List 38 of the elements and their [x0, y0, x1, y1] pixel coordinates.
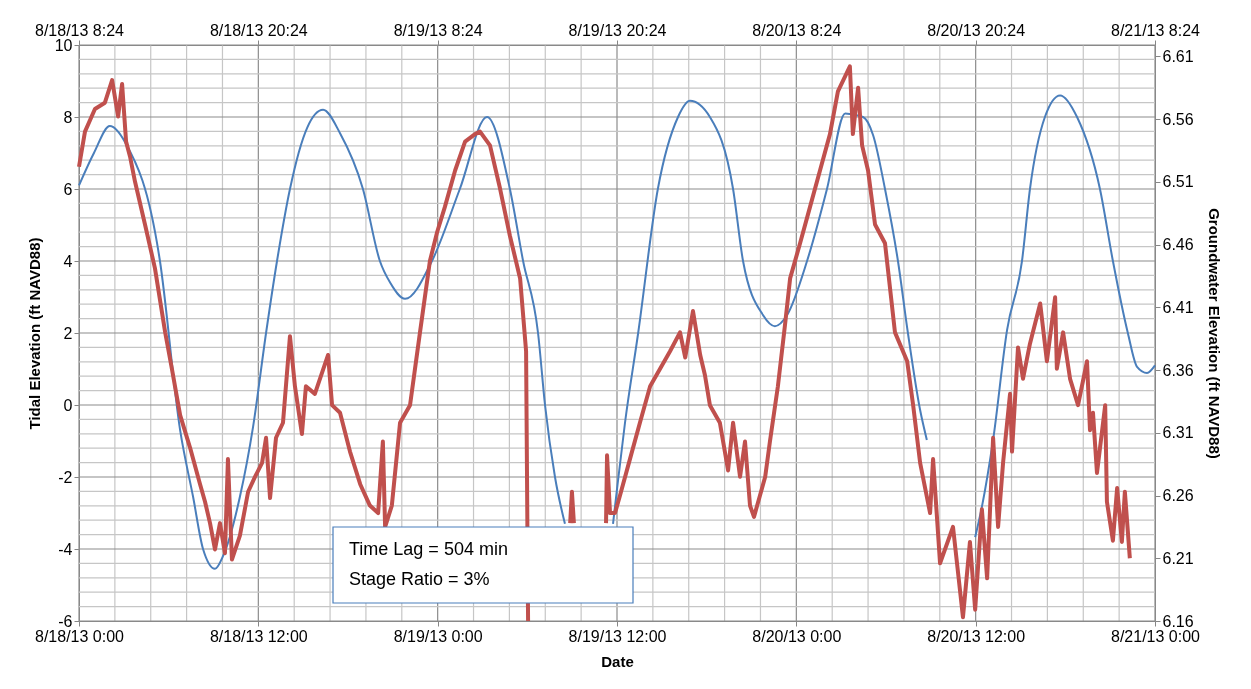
y-tick-label: -4: [58, 540, 73, 558]
y-tick-label: -6: [58, 612, 73, 630]
y2-tick-label: 6.56: [1162, 110, 1194, 128]
y2-tick-label: 6.21: [1162, 549, 1194, 567]
y2-tick-label: 6.51: [1162, 173, 1194, 191]
x-axis-title: Date: [601, 652, 634, 670]
x2-tick-label: 8/21/13 8:24: [1111, 21, 1201, 39]
y-tick-label: 10: [54, 36, 73, 54]
x2-tick-label: 8/20/13 20:24: [927, 21, 1026, 39]
y-tick-label: 2: [63, 324, 73, 342]
y-tick-label: 0: [63, 396, 73, 414]
y-tick-label: -2: [58, 468, 73, 486]
x-tick-label: 8/19/13 0:00: [393, 627, 483, 645]
y2-tick-label: 6.16: [1162, 612, 1194, 630]
y2-tick-label: 6.31: [1162, 424, 1194, 442]
x-tick-label: 8/19/13 12:00: [568, 627, 667, 645]
y2-tick-label: 6.26: [1162, 487, 1194, 505]
x2-tick-label: 8/18/13 20:24: [209, 21, 308, 39]
x-tick-label: 8/18/13 0:00: [35, 627, 125, 645]
annotation: Time Lag = 504 min: [349, 539, 508, 559]
x-tick-label: 8/18/13 12:00: [209, 627, 308, 645]
y-tick-label: 4: [63, 252, 73, 270]
x-tick-label: 8/20/13 0:00: [752, 627, 842, 645]
y2-tick-label: 6.41: [1162, 298, 1194, 316]
x2-tick-label: 8/19/13 8:24: [393, 21, 483, 39]
x-tick-label: 8/20/13 12:00: [927, 627, 1026, 645]
y-tick-label: 6: [63, 180, 73, 198]
x-tick-label: 8/21/13 0:00: [1111, 627, 1201, 645]
y2-tick-label: 6.36: [1162, 361, 1194, 379]
x2-tick-label: 8/20/13 8:24: [752, 21, 842, 39]
x2-tick-label: 8/18/13 8:24: [35, 21, 125, 39]
y-axis-title: Tidal Elevation (ft NAVD88): [25, 237, 43, 430]
y2-axis-title: Groundwater Elevation (ft NAVD88): [1205, 208, 1223, 459]
y2-tick-label: 6.61: [1162, 47, 1194, 65]
annotation: Stage Ratio = 3%: [349, 569, 490, 589]
x2-tick-label: 8/19/13 20:24: [568, 21, 667, 39]
y-tick-label: 8: [63, 108, 73, 126]
y2-tick-label: 6.46: [1162, 236, 1194, 254]
